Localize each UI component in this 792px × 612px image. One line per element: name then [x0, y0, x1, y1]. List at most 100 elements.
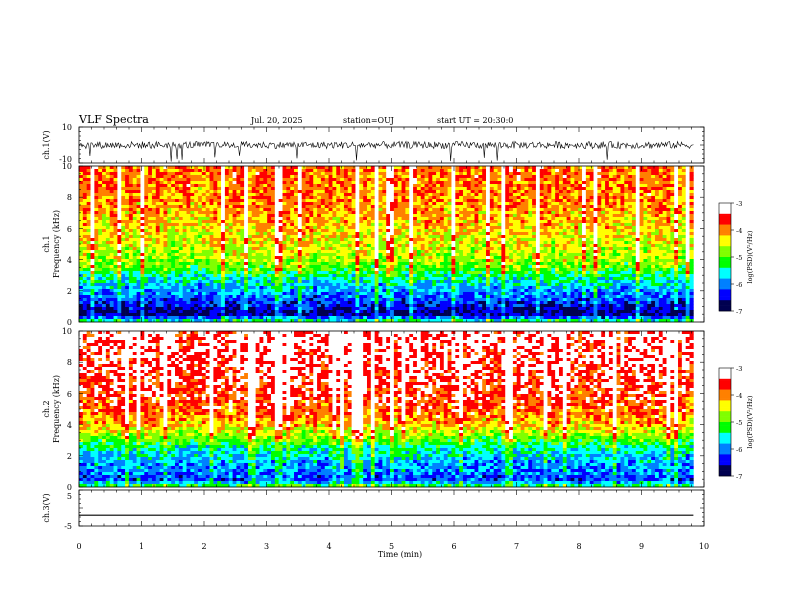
spectrogram-cell [443, 169, 448, 173]
spectrogram-cell [255, 199, 260, 203]
spectrogram-cell [263, 175, 268, 179]
spectrogram-cell [113, 175, 118, 179]
spectrogram-cell [555, 211, 560, 215]
spectrogram-cell [393, 196, 399, 200]
spectrogram-cell [628, 238, 633, 242]
spectrogram-cell [351, 253, 356, 257]
spectrogram-cell [409, 202, 414, 206]
spectrogram-cell [121, 172, 126, 176]
spectrogram-cell [305, 196, 310, 200]
spectrogram-cell [167, 247, 172, 251]
spectrogram-cell [297, 205, 303, 209]
spectrogram-cell [539, 241, 544, 245]
spectrogram-cell [167, 217, 172, 221]
spectrogram-cell [286, 166, 291, 170]
spectrogram-cell [343, 187, 349, 191]
spectrogram-cell [297, 229, 303, 233]
spectrogram-cell [631, 238, 637, 242]
spectrogram-cell [317, 208, 322, 212]
spectrogram-cell [98, 196, 103, 200]
spectrogram-cell [566, 172, 571, 176]
spectrogram-cell [509, 238, 514, 242]
spectrogram-cell [236, 211, 241, 215]
spectrogram-cell [278, 217, 283, 221]
spectrogram-cell [639, 211, 644, 215]
spectrogram-cell [681, 190, 686, 194]
spectrogram-cell [209, 229, 214, 233]
spectrogram-cell [447, 247, 452, 251]
spectrogram-cell [439, 253, 445, 257]
spectrogram-cell [393, 223, 399, 227]
spectrogram-cell [593, 181, 598, 185]
spectrogram-cell [363, 211, 368, 215]
spectrogram-cell [432, 184, 437, 188]
spectrogram-cell [190, 196, 195, 200]
spectrogram-cell [466, 247, 471, 251]
spectrogram-cell [451, 247, 456, 251]
spectrogram-cell [555, 208, 560, 212]
spectrogram-cell [201, 178, 207, 182]
spectrogram-cell [198, 208, 203, 212]
spectrogram-cell [478, 196, 483, 200]
spectrogram-cell [294, 220, 299, 224]
spectrogram-cell [355, 166, 360, 170]
spectrogram-cell [459, 253, 464, 257]
spectrogram-cell [658, 208, 663, 212]
spectrogram-cell [482, 175, 487, 179]
spectrogram-cell [163, 211, 168, 215]
spectrogram-cell [451, 175, 456, 179]
spectrogram-cell [340, 184, 345, 188]
spectrogram-cell [620, 205, 625, 209]
spectrogram-cell [148, 220, 153, 224]
spectrogram-cell [420, 175, 425, 179]
spectrogram-cell [470, 178, 475, 182]
spectrogram-cell [628, 220, 633, 224]
spectrogram-cell [566, 211, 571, 215]
spectrogram-cell [236, 172, 241, 176]
spectrogram-cell [497, 241, 502, 245]
spectrogram-cell [662, 196, 667, 200]
spectrogram-cell [313, 217, 318, 221]
spectrogram-cell [654, 229, 660, 233]
spectrogram-cell [359, 223, 364, 227]
spectrogram-cell [662, 202, 667, 206]
spectrogram-cell [432, 241, 437, 245]
spectrogram-cell [90, 208, 95, 212]
spectrogram-cell [578, 250, 583, 254]
spectrogram-cell [159, 241, 164, 245]
spectrogram-cell [136, 238, 141, 242]
spectrogram-cell [605, 175, 610, 179]
spectrogram-cell [643, 241, 648, 245]
spectrogram-cell [205, 193, 210, 197]
spectrogram-cell [459, 193, 464, 197]
spectrogram-cell [424, 208, 429, 212]
spectrogram-cell [486, 244, 491, 248]
spectrogram-cell [347, 220, 352, 224]
spectrogram-cell [635, 187, 640, 191]
spectrogram-cell [601, 223, 606, 227]
spectrogram-cell [409, 220, 414, 224]
spectrogram-cell [347, 229, 352, 233]
spectrogram-cell [194, 205, 199, 209]
spectrogram-cell [128, 205, 134, 209]
spectrogram-cell [343, 241, 349, 245]
spectrogram-cell [486, 166, 491, 170]
spectrogram-cell [109, 238, 114, 242]
spectrogram-cell [428, 253, 433, 257]
spectrogram-cell [605, 244, 610, 248]
spectrogram-cell [509, 241, 514, 245]
spectrogram-cell [132, 229, 137, 233]
spectrogram-cell [382, 232, 387, 236]
spectrogram-cell [524, 166, 529, 170]
spectrogram-cell [332, 193, 337, 197]
spectrogram-cell [416, 211, 422, 215]
spectrogram-cell [574, 184, 579, 188]
spectrogram-cell [658, 238, 663, 242]
spectrogram-cell [689, 172, 694, 176]
spectrogram-cell [532, 247, 537, 251]
spectrogram-cell [501, 235, 506, 239]
spectrogram-cell [689, 181, 694, 185]
spectrogram-cell [294, 211, 299, 215]
spectrogram-cell [489, 193, 494, 197]
spectrogram-cell [413, 172, 418, 176]
